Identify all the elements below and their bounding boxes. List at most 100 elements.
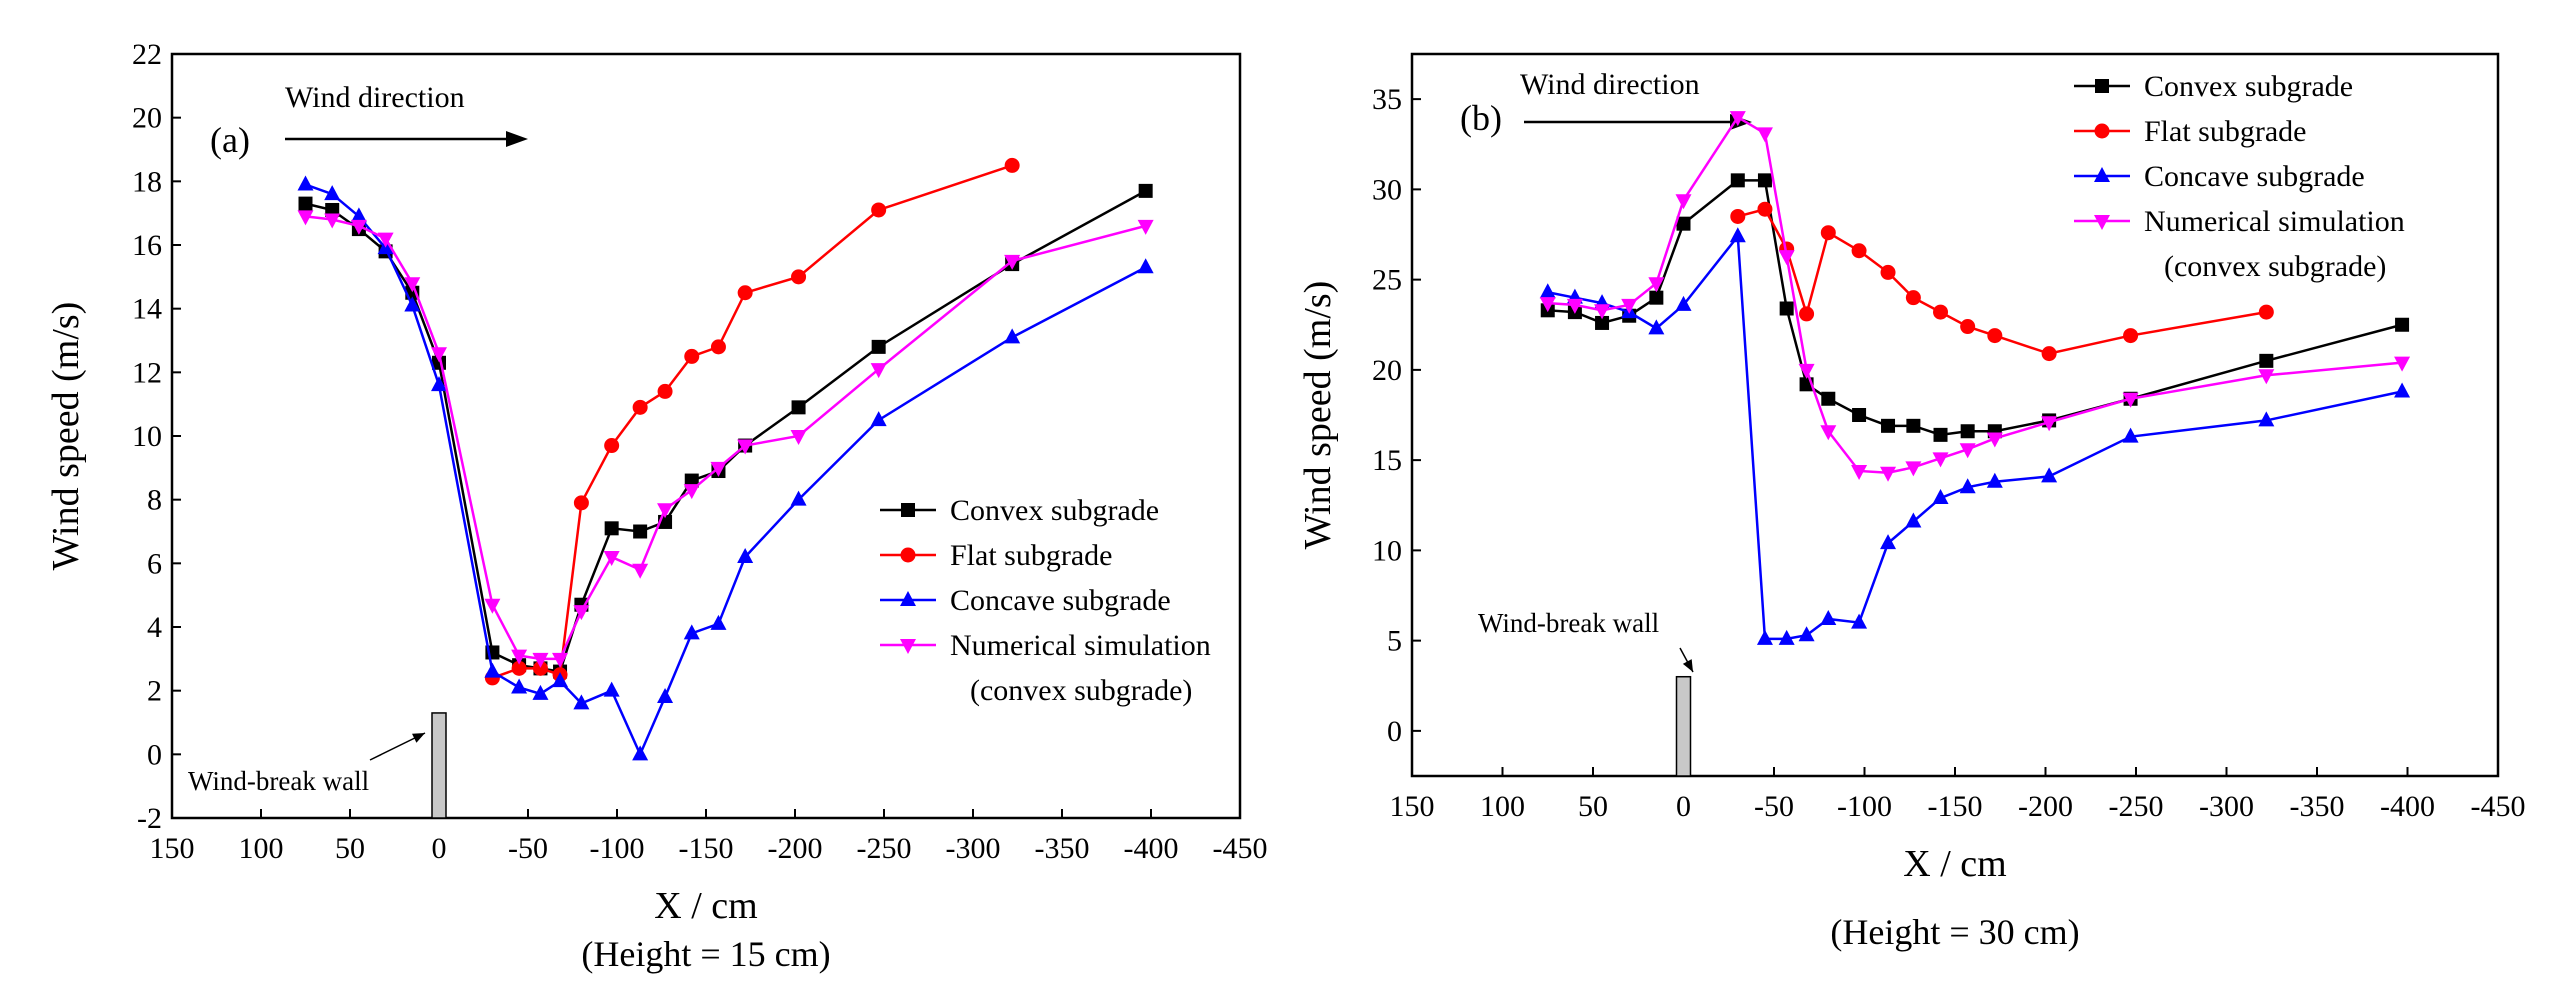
data-point (431, 347, 447, 363)
chart-panel-0: 150 100 50 0 -50 -100 -150 -200 -250 -300 -350 -400… (45, 38, 1268, 974)
data-point (1799, 306, 1815, 322)
legend-entry-label: Concave subgrade (950, 584, 1171, 617)
legend-swatch-marker (2095, 79, 2109, 93)
data-point (1986, 472, 2003, 488)
y-tick-label: 14 (132, 293, 162, 326)
y-tick-label: 35 (1372, 83, 1402, 116)
data-point (404, 277, 421, 293)
data-point (603, 681, 620, 697)
series-concave-subgrade (297, 175, 1154, 761)
data-point (2394, 356, 2411, 372)
data-point (1905, 461, 1922, 477)
figure-caption: (Height = 30 cm) (1830, 912, 2079, 952)
data-point (298, 196, 313, 211)
data-point (1933, 304, 1949, 320)
y-tick-label: 12 (132, 356, 162, 389)
data-point (2041, 416, 2058, 432)
data-point (1004, 254, 1021, 270)
y-tick-label: 30 (1372, 173, 1402, 206)
data-point (1959, 443, 1976, 459)
x-tick-label: -400 (1124, 832, 1179, 865)
wind-direction-arrowhead (506, 131, 528, 147)
data-point (532, 660, 548, 676)
y-tick-label: 22 (132, 38, 162, 71)
data-point (2259, 353, 2274, 368)
data-point (1820, 225, 1836, 241)
series-numerical-simulation (297, 210, 1154, 668)
x-tick-label: -50 (508, 832, 548, 865)
x-tick-label: -150 (1928, 790, 1983, 823)
data-point (633, 524, 648, 539)
data-point (431, 376, 447, 392)
data-point (1137, 219, 1154, 235)
x-tick-label: -100 (1837, 790, 1892, 823)
data-point (791, 400, 806, 415)
y-tick-label: -2 (137, 802, 162, 835)
data-point (683, 484, 700, 500)
y-axis-label: Wind speed (m/s) (1297, 281, 1339, 550)
data-point (532, 684, 549, 700)
data-point (1906, 418, 1921, 433)
x-axis-label: X / cm (1903, 843, 2006, 885)
data-point (1004, 328, 1021, 344)
data-point (790, 490, 807, 506)
x-tick-label: 50 (1578, 790, 1608, 823)
wind-break-wall (431, 712, 447, 819)
data-point (1880, 466, 1897, 482)
data-point (1960, 424, 1975, 439)
data-point (552, 672, 569, 688)
data-point (297, 210, 314, 226)
data-point (871, 202, 887, 218)
y-tick-label: 18 (132, 165, 162, 198)
data-point (1820, 609, 1837, 625)
data-point (1932, 489, 1949, 505)
x-tick-label: 0 (1676, 790, 1691, 823)
data-point (657, 503, 674, 519)
legend-entry-label-line2: (convex subgrade) (2164, 250, 2386, 283)
data-point (1820, 425, 1837, 441)
x-tick-label: -100 (590, 832, 645, 865)
data-point (573, 495, 589, 511)
data-point (1851, 613, 1868, 629)
legend-entry-label: Numerical simulation (950, 629, 1211, 662)
legend-entry-label: Convex subgrade (950, 494, 1159, 527)
data-point (1137, 258, 1154, 274)
y-tick-label: 4 (147, 611, 162, 644)
y-tick-label: 5 (1387, 625, 1402, 658)
data-point (1798, 626, 1815, 642)
data-point (552, 652, 569, 668)
data-point (1779, 301, 1794, 316)
x-tick-label: -200 (2018, 790, 2073, 823)
x-tick-label: -50 (1754, 790, 1794, 823)
data-point (1851, 464, 1868, 480)
data-point (871, 339, 886, 354)
x-tick-label: 0 (432, 832, 447, 865)
data-point (1004, 157, 1020, 173)
legend-swatch-marker (900, 591, 916, 606)
data-point (870, 411, 887, 427)
data-point (324, 213, 341, 229)
y-tick-label: 2 (147, 675, 162, 708)
data-point (2041, 467, 2058, 483)
data-point (1539, 283, 1556, 299)
data-point (1932, 452, 1949, 468)
data-point (1756, 127, 1773, 143)
data-point (2258, 304, 2274, 320)
data-point (1649, 290, 1664, 305)
legend-swatch-marker (900, 547, 916, 563)
data-point (1851, 243, 1867, 259)
x-tick-label: -450 (1213, 832, 1268, 865)
x-tick-label: 150 (1390, 790, 1435, 823)
x-tick-label: 100 (239, 832, 284, 865)
chart-panel-1: 150 100 50 0 -50 -100 -150 -200 -250 -300 -350 -400… (1297, 52, 2526, 952)
x-tick-label: -450 (2471, 790, 2526, 823)
legend-entry-label-line2: (convex subgrade) (970, 674, 1192, 707)
y-tick-label: 10 (1372, 534, 1402, 567)
series-flat-subgrade (484, 157, 1020, 686)
wall-pointer-arrowhead (412, 733, 425, 743)
x-tick-label: 150 (150, 832, 195, 865)
series-line (1547, 232, 2403, 641)
data-point (1594, 304, 1611, 320)
legend-entry-label: Numerical simulation (2144, 205, 2405, 238)
